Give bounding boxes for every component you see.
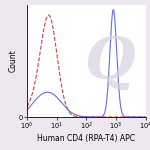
Y-axis label: Count: Count (8, 49, 17, 72)
X-axis label: Human CD4 (RPA-T4) APC: Human CD4 (RPA-T4) APC (37, 134, 135, 143)
Text: Q: Q (84, 35, 135, 91)
